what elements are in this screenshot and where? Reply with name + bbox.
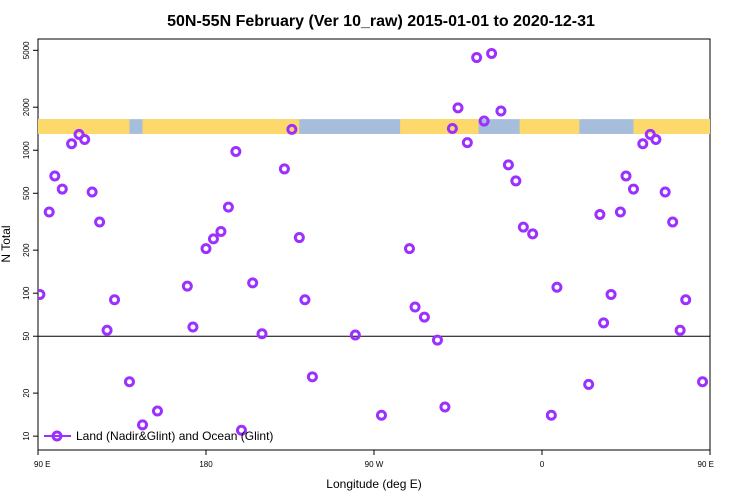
data-point [659, 186, 671, 198]
land-segment [38, 119, 130, 134]
data-point [446, 122, 458, 134]
x-axis-label: Longitude (deg E) [326, 477, 421, 491]
data-point [278, 163, 290, 175]
x-axis: 90 E 180 90 W 0 90 E [34, 450, 714, 469]
legend-label: Land (Nadir&Glint) and Ocean (Glint) [76, 429, 273, 443]
plot-area [37, 38, 733, 451]
y-tick-label: 2000 [22, 98, 31, 116]
x-tick-label: 90 W [365, 460, 384, 469]
data-point [137, 419, 149, 431]
data-point [181, 280, 193, 292]
data-point [439, 401, 451, 413]
data-point [471, 52, 483, 64]
data-point [49, 170, 61, 182]
plot-frame [37, 38, 711, 451]
land-segment [400, 119, 479, 134]
data-point [583, 378, 595, 390]
land-segment [142, 119, 300, 134]
data-point [527, 228, 539, 240]
data-point [123, 376, 135, 388]
data-point [256, 328, 268, 340]
data-point [286, 123, 298, 135]
y-tick-label: 200 [22, 243, 31, 257]
data-point [637, 138, 649, 150]
data-point [486, 48, 498, 60]
data-point [56, 183, 68, 195]
y-tick-label: 20 [22, 388, 31, 397]
data-point [598, 317, 610, 329]
x-tick-label: 180 [199, 460, 213, 469]
x-tick-label: 90 E [698, 460, 714, 469]
data-point [594, 209, 606, 221]
data-point [222, 201, 234, 213]
data-point [207, 233, 219, 245]
y-tick-label: 10 [22, 431, 31, 440]
data-point [101, 324, 113, 336]
data-point [79, 133, 91, 145]
data-points [38, 48, 733, 436]
legend: Land (Nadir&Glint) and Ocean (Glint) [44, 429, 273, 443]
data-point [94, 216, 106, 228]
data-point [680, 294, 692, 306]
data-point [495, 105, 507, 117]
data-point [452, 102, 464, 114]
y-tick-label: 5000 [22, 41, 31, 59]
land-segment [519, 119, 580, 134]
y-tick-label: 50 [22, 331, 31, 340]
data-point [674, 324, 686, 336]
data-point [43, 206, 55, 218]
data-point [614, 206, 626, 218]
data-point [627, 183, 639, 195]
data-point [293, 232, 305, 244]
data-point [510, 175, 522, 187]
data-point [517, 221, 529, 233]
data-point [461, 137, 473, 149]
data-point [650, 133, 662, 145]
data-point [502, 159, 514, 171]
data-point [403, 243, 415, 255]
chart-title: 50N-55N February (Ver 10_raw) 2015-01-01… [167, 13, 595, 30]
x-tick-label: 0 [540, 460, 545, 469]
data-point [431, 334, 443, 346]
data-point [605, 288, 617, 300]
data-point [418, 311, 430, 323]
data-point [667, 216, 679, 228]
data-point [545, 409, 557, 421]
data-point [109, 294, 121, 306]
y-axis: 10 20 50 100 200 500 1000 2000 5000 [22, 41, 38, 441]
data-point [375, 409, 387, 421]
data-point [712, 421, 720, 429]
data-point [66, 138, 78, 150]
y-tick-label: 500 [22, 186, 31, 200]
data-point [187, 321, 199, 333]
data-point [200, 243, 212, 255]
data-point [247, 277, 259, 289]
ocean-band [38, 119, 710, 134]
legend-marker [51, 430, 63, 442]
data-point [697, 376, 709, 388]
y-axis-label: N Total [0, 225, 13, 262]
land-ocean-strip [38, 119, 710, 134]
data-point [725, 407, 733, 415]
data-point [299, 294, 311, 306]
data-point [235, 424, 247, 436]
y-tick-label: 1000 [22, 141, 31, 159]
data-point [151, 405, 163, 417]
data-point [349, 329, 361, 341]
data-point [38, 288, 46, 300]
data-point [551, 281, 563, 293]
data-point [409, 301, 421, 313]
data-point [620, 170, 632, 182]
data-point [478, 115, 490, 127]
data-point [230, 145, 242, 157]
data-point [306, 371, 318, 383]
x-tick-label: 90 E [34, 460, 50, 469]
data-point [86, 186, 98, 198]
y-tick-label: 100 [22, 286, 31, 300]
data-point [215, 226, 227, 238]
